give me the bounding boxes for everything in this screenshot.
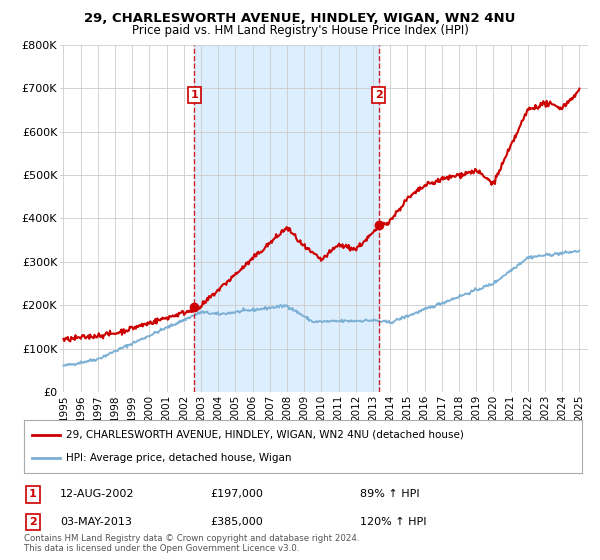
Text: 12-AUG-2002: 12-AUG-2002 [60, 489, 134, 500]
Text: Contains HM Land Registry data © Crown copyright and database right 2024.
This d: Contains HM Land Registry data © Crown c… [24, 534, 359, 553]
Text: Price paid vs. HM Land Registry's House Price Index (HPI): Price paid vs. HM Land Registry's House … [131, 24, 469, 36]
Text: 2: 2 [29, 517, 37, 527]
Text: 1: 1 [29, 489, 37, 500]
Text: £385,000: £385,000 [210, 517, 263, 527]
Text: 89% ↑ HPI: 89% ↑ HPI [360, 489, 419, 500]
Text: £197,000: £197,000 [210, 489, 263, 500]
Text: 1: 1 [191, 90, 199, 100]
Text: 03-MAY-2013: 03-MAY-2013 [60, 517, 132, 527]
Text: 29, CHARLESWORTH AVENUE, HINDLEY, WIGAN, WN2 4NU (detached house): 29, CHARLESWORTH AVENUE, HINDLEY, WIGAN,… [66, 430, 464, 440]
Text: 29, CHARLESWORTH AVENUE, HINDLEY, WIGAN, WN2 4NU: 29, CHARLESWORTH AVENUE, HINDLEY, WIGAN,… [85, 12, 515, 25]
Text: 2: 2 [375, 90, 383, 100]
Text: HPI: Average price, detached house, Wigan: HPI: Average price, detached house, Wiga… [66, 453, 292, 463]
Text: 120% ↑ HPI: 120% ↑ HPI [360, 517, 427, 527]
Bar [194, 45, 379, 392]
